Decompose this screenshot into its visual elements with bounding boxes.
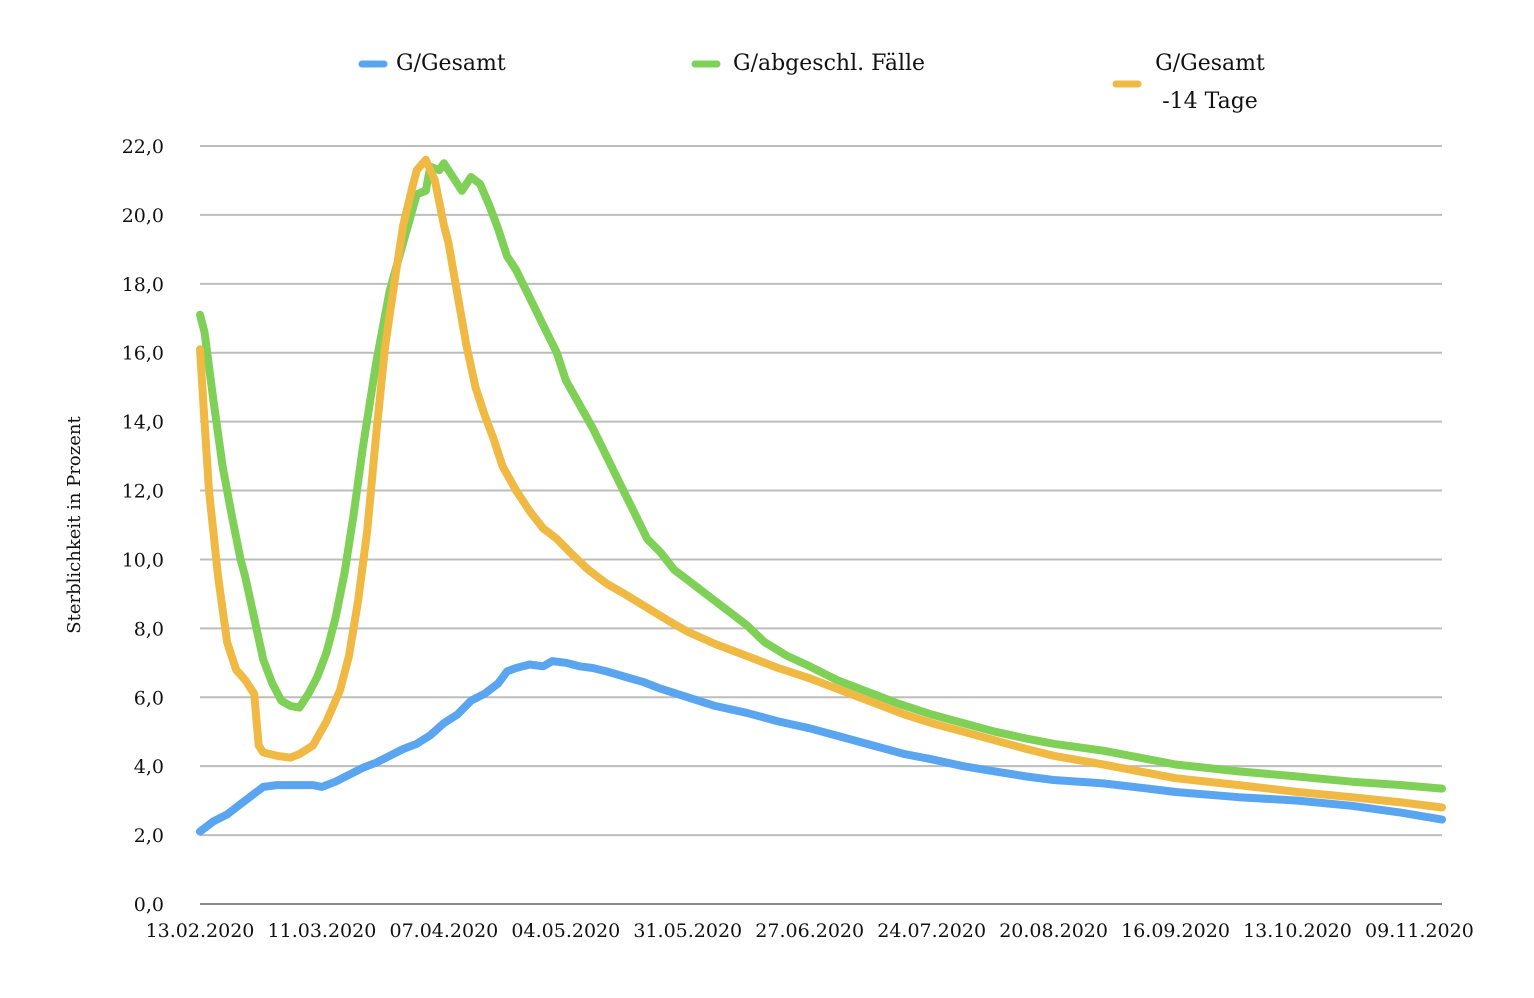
y-tick-label: 20,0 bbox=[122, 205, 164, 227]
legend: G/Gesamt G/abgeschl. Fälle G/Gesamt -14 Tag… bbox=[358, 51, 1265, 114]
series-line bbox=[196, 155, 1446, 812]
x-tick-label: 13.02.2020 bbox=[146, 920, 255, 942]
x-tick-label: 04.05.2020 bbox=[511, 920, 620, 942]
y-tick-label: 22,0 bbox=[122, 136, 164, 158]
y-tick-label: 0,0 bbox=[134, 894, 164, 916]
x-axis-ticks: 13.02.2020 11.03.2020 07.04.2020 04.05.2020… bbox=[146, 920, 1474, 942]
y-axis-ticks: 0,0 2,0 4,0 6,0 8,0 10,0 12,0 14,0 16,0 18,0 20,0 2… bbox=[122, 136, 164, 916]
data-series bbox=[196, 155, 1446, 836]
y-tick-label: 16,0 bbox=[122, 343, 164, 365]
legend-label: G/Gesamt bbox=[1155, 51, 1265, 76]
x-tick-label: 16.09.2020 bbox=[1121, 920, 1230, 942]
y-tick-label: 8,0 bbox=[134, 618, 164, 640]
x-tick-label: 13.10.2020 bbox=[1243, 920, 1352, 942]
y-tick-label: 2,0 bbox=[134, 825, 164, 847]
y-tick-label: 14,0 bbox=[122, 412, 164, 434]
y-tick-label: 6,0 bbox=[134, 687, 164, 709]
legend-label: -14 Tage bbox=[1162, 89, 1258, 114]
x-tick-label: 31.05.2020 bbox=[633, 920, 742, 942]
y-tick-label: 4,0 bbox=[134, 756, 164, 778]
x-tick-label: 09.11.2020 bbox=[1365, 920, 1474, 942]
series-line bbox=[196, 159, 1446, 793]
legend-label: G/abgeschl. Fälle bbox=[733, 51, 925, 76]
x-tick-label: 11.03.2020 bbox=[268, 920, 377, 942]
y-tick-label: 10,0 bbox=[122, 549, 164, 571]
y-axis-label: Sterblichkeit in Prozent bbox=[64, 416, 85, 634]
legend-label: G/Gesamt bbox=[396, 51, 506, 76]
x-tick-label: 20.08.2020 bbox=[999, 920, 1108, 942]
x-tick-label: 24.07.2020 bbox=[877, 920, 986, 942]
x-tick-label: 27.06.2020 bbox=[755, 920, 864, 942]
series-line bbox=[196, 657, 1446, 836]
y-tick-label: 12,0 bbox=[122, 481, 164, 503]
x-tick-label: 07.04.2020 bbox=[389, 920, 498, 942]
y-tick-label: 18,0 bbox=[122, 274, 164, 296]
